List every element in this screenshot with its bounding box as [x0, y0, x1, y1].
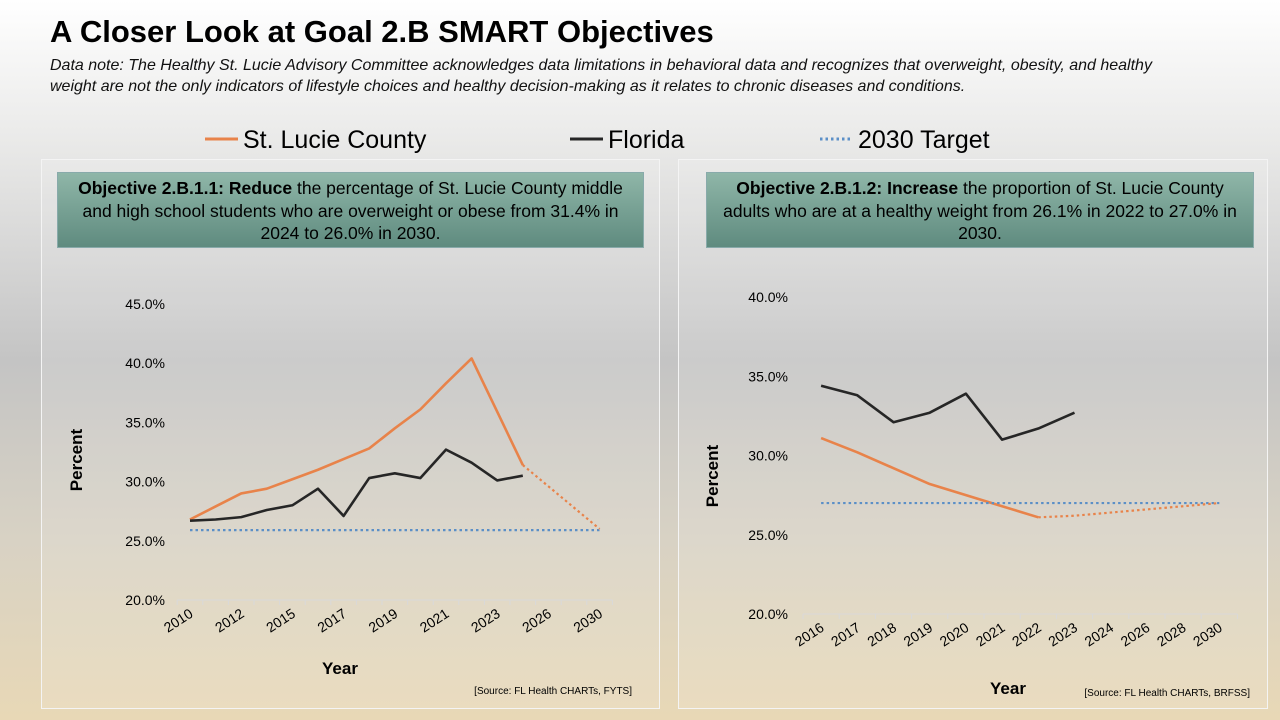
slide-title: A Closer Look at Goal 2.B SMART Objectiv… — [50, 14, 714, 49]
objective-id: Objective 2.B.1.2: — [736, 178, 883, 198]
x-tick-label: 2030 — [1190, 619, 1225, 649]
x-tick-label: 2021 — [417, 605, 452, 635]
data-note: Data note: The Healthy St. Lucie Advisor… — [50, 57, 1152, 95]
series-line — [820, 436, 1039, 519]
y-tick-label: 35.0% — [125, 414, 165, 430]
legend-label: St. Lucie County — [243, 126, 427, 154]
y-tick-label: 40.0% — [125, 355, 165, 371]
x-tick-label: 2023 — [1045, 619, 1080, 649]
y-tick-label: 20.0% — [748, 606, 788, 622]
series-line — [820, 384, 1076, 441]
x-tick-label: 2023 — [468, 605, 503, 635]
y-tick-label: 30.0% — [748, 448, 788, 464]
x-axis-title: Year — [322, 659, 358, 678]
chart-panel — [41, 159, 660, 709]
x-tick-label: 2018 — [864, 619, 899, 649]
y-tick-label: 25.0% — [125, 533, 165, 549]
objective-verb: Reduce — [228, 178, 293, 198]
y-tick-label: 35.0% — [748, 368, 788, 384]
y-axis-title: Percent — [67, 428, 86, 491]
series-line — [189, 357, 524, 521]
chart-panel — [678, 159, 1268, 709]
series-line — [189, 448, 524, 522]
x-tick-label: 2024 — [1081, 619, 1116, 649]
x-tick-label: 2026 — [1118, 619, 1153, 649]
y-tick-label: 40.0% — [748, 289, 788, 305]
objective-verb: Increase — [887, 178, 959, 198]
x-tick-label: 2026 — [519, 605, 554, 635]
x-tick-label: 2015 — [263, 605, 298, 635]
series-line — [1038, 501, 1220, 519]
x-axis-title: Year — [990, 679, 1026, 698]
legend-label: 2030 Target — [858, 126, 990, 154]
objective-text: the proportion of St. Lucie County adult… — [723, 178, 1237, 243]
objective-text: the percentage of St. Lucie County middl… — [82, 178, 623, 243]
series-line — [522, 464, 601, 530]
y-axis-title: Percent — [703, 444, 722, 507]
y-tick-label: 25.0% — [748, 527, 788, 543]
x-tick-label: 2028 — [1154, 619, 1189, 649]
y-tick-label: 30.0% — [125, 474, 165, 490]
x-tick-label: 2016 — [792, 619, 827, 649]
x-tick-label: 2017 — [314, 605, 349, 635]
y-tick-label: 45.0% — [125, 296, 165, 312]
x-tick-label: 2021 — [973, 619, 1008, 649]
x-tick-label: 2012 — [212, 605, 247, 635]
objective-id: Objective 2.B.1.1: — [78, 178, 225, 198]
legend-label: Florida — [608, 126, 685, 154]
x-tick-label: 2010 — [161, 605, 196, 635]
source-note: [Source: FL Health CHARTs, FYTS] — [474, 686, 632, 697]
x-tick-label: 2017 — [828, 619, 863, 649]
x-tick-label: 2019 — [900, 619, 935, 649]
x-tick-label: 2019 — [366, 605, 401, 635]
objective-box: Objective 2.B.1.2: Increase the proporti… — [706, 172, 1254, 248]
objective-box: Objective 2.B.1.1: Reduce the percentage… — [57, 172, 644, 248]
x-tick-label: 2030 — [570, 605, 605, 635]
source-note: [Source: FL Health CHARTs, BRFSS] — [1084, 688, 1250, 699]
y-tick-label: 20.0% — [125, 592, 165, 608]
x-tick-label: 2022 — [1009, 619, 1044, 649]
x-tick-label: 2020 — [937, 619, 972, 649]
